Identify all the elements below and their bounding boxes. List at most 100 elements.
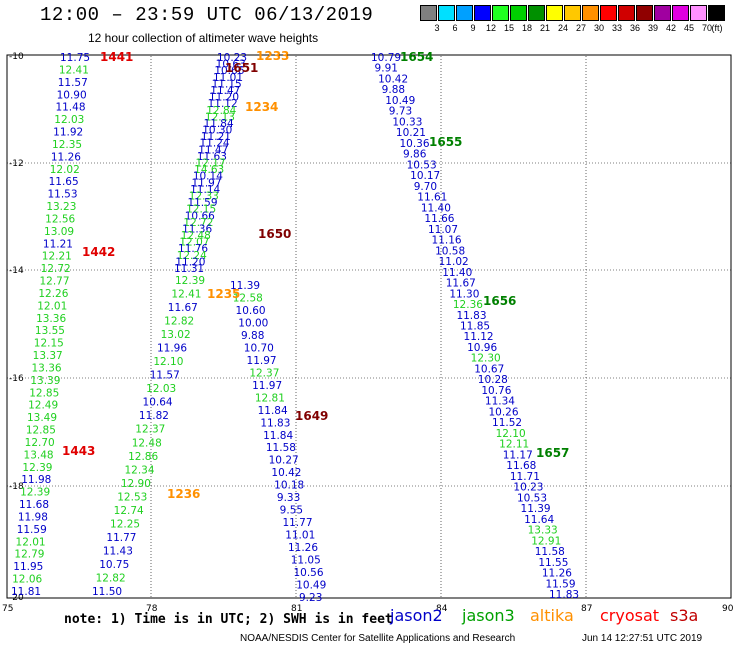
- track-e-reading: 9.88: [382, 84, 405, 96]
- track-e-reading: 12.11: [499, 439, 529, 451]
- scale-label: 36: [629, 23, 640, 33]
- track-c-reading: 11.84: [204, 118, 234, 130]
- track-a-reading: 11.92: [53, 127, 83, 139]
- track-d-reading: 10.70: [244, 342, 274, 354]
- track-d-reading: 10.49: [296, 580, 326, 592]
- track-b-reading: 12.82: [164, 316, 194, 328]
- scale-swatch: [600, 5, 617, 21]
- track-d-reading: 12.58: [233, 292, 263, 304]
- legend-jason3: jason3: [462, 606, 515, 625]
- track-e-reading: 11.26: [542, 568, 572, 580]
- scale-swatch: [456, 5, 473, 21]
- track-a-reading: 13.49: [27, 412, 57, 424]
- track-a-reading: 13.55: [35, 325, 65, 337]
- track-e-reading: 11.07: [428, 224, 458, 236]
- track-c-reading: 10.23: [217, 52, 247, 64]
- track-d-reading: 11.97: [252, 380, 282, 392]
- track-a-reading: 11.75: [60, 52, 90, 64]
- track-a-reading: 12.01: [16, 536, 46, 548]
- track-e-reading: 11.66: [424, 213, 454, 225]
- scale-label: 21: [539, 23, 550, 33]
- pass-time-label: 1649: [295, 409, 328, 423]
- track-e-reading: 10.79: [371, 52, 401, 64]
- track-a-reading: 12.06: [12, 574, 42, 586]
- altimeter-tracks: 11.7512.4111.5710.9011.4812.0311.9212.35…: [11, 52, 579, 604]
- track-e-reading: 10.28: [478, 374, 508, 386]
- longitude-label: 75: [2, 604, 13, 614]
- scale-swatch: [420, 5, 437, 21]
- longitude-label: 84: [436, 604, 448, 614]
- track-c-reading: 12.48: [181, 230, 211, 242]
- map-subtitle: 12 hour collection of altimeter wave hei…: [88, 31, 319, 45]
- pass-time-label: 1657: [536, 446, 569, 460]
- track-b-reading: 12.10: [153, 356, 183, 368]
- track-b-reading: 12.39: [175, 275, 205, 287]
- track-e-reading: 11.12: [464, 331, 494, 343]
- pass-time-labels: 1441 1442 1443 1233 1234 1235 1236 1651 1650 1649…: [62, 49, 569, 501]
- track-e-reading: 11.64: [524, 514, 554, 526]
- scale-label: 18: [521, 23, 532, 33]
- track-a-reading: 11.95: [13, 561, 43, 573]
- track-e-reading: 11.83: [456, 310, 486, 322]
- track-e-reading: 10.33: [392, 116, 422, 128]
- scale-swatch: [546, 5, 563, 21]
- track-a-reading: 13.36: [36, 313, 66, 325]
- map-grid: [7, 56, 731, 597]
- track-d-reading: 9.55: [280, 505, 303, 517]
- track-e-reading: 11.61: [417, 192, 447, 204]
- track-e-reading: 11.17: [503, 449, 533, 461]
- track-c-reading: 10.30: [202, 125, 232, 137]
- track-e-reading: 12.36: [453, 299, 483, 311]
- track-a-reading: 12.85: [29, 387, 59, 399]
- track-b-reading: 11.57: [150, 370, 180, 382]
- track-d-reading: 9.23: [299, 592, 322, 604]
- track-a-reading: 11.48: [55, 102, 85, 114]
- track-d-reading: 9.88: [241, 330, 264, 342]
- track-a-reading: 13.37: [33, 350, 63, 362]
- track-a-reading: 11.53: [47, 189, 77, 201]
- track-e-reading: 9.70: [414, 181, 437, 193]
- scale-label: 15: [503, 23, 514, 33]
- track-a-reading: 12.49: [28, 400, 58, 412]
- track-a-reading: 11.65: [49, 176, 79, 188]
- track-e-reading: 11.68: [506, 460, 536, 472]
- track-c-reading: 11.97: [191, 177, 221, 189]
- track-b-reading: 13.02: [161, 329, 191, 341]
- track-d-reading: 11.84: [258, 405, 288, 417]
- latitude-labels: -10 -12 -14 -16 -18 -20: [9, 52, 24, 603]
- track-c-reading: 11.01: [213, 72, 243, 84]
- track-e-reading: 10.49: [385, 95, 415, 107]
- scale-swatch: [690, 5, 707, 21]
- track-a-reading: 12.85: [26, 425, 56, 437]
- track-b-reading: 10.64: [143, 397, 173, 409]
- track-e-reading: 10.53: [407, 159, 437, 171]
- track-e-reading: 10.53: [517, 492, 547, 504]
- pass-time-label: 1443: [62, 444, 95, 458]
- track-c-reading: 12.15: [186, 204, 216, 216]
- track-c-reading: 11.36: [182, 223, 212, 235]
- scale-unit: (ft): [711, 23, 723, 33]
- scale-label: 39: [647, 23, 658, 33]
- track-a-reading: 11.98: [21, 474, 51, 486]
- track-b-reading: 11.77: [106, 532, 136, 544]
- track-c-reading: 11.76: [178, 243, 208, 255]
- track-e-reading: 13.33: [528, 525, 558, 537]
- track-c-reading: 11.15: [212, 78, 242, 90]
- track-a-reading: 12.15: [34, 338, 64, 350]
- map-frame: [6, 54, 732, 599]
- track-a-reading: 12.70: [25, 437, 55, 449]
- pass-time-label: 1233: [256, 49, 289, 63]
- track-e-reading: 11.40: [442, 267, 472, 279]
- legend-s3a: s3a: [670, 606, 699, 625]
- track-b-reading: 12.48: [132, 437, 162, 449]
- track-a-reading: 11.59: [17, 524, 47, 536]
- scale-swatch: [510, 5, 527, 21]
- track-d-reading: 9.33: [277, 492, 300, 504]
- track-c-reading: 11.24: [200, 138, 230, 150]
- track-e-reading: 10.42: [378, 73, 408, 85]
- pass-time-label: 1442: [82, 245, 115, 259]
- track-e-reading: 10.26: [488, 406, 518, 418]
- track-c-reading: 12.84: [206, 105, 236, 117]
- track-c-reading: 12.33: [189, 190, 219, 202]
- pass-time-label: 1654: [400, 50, 433, 64]
